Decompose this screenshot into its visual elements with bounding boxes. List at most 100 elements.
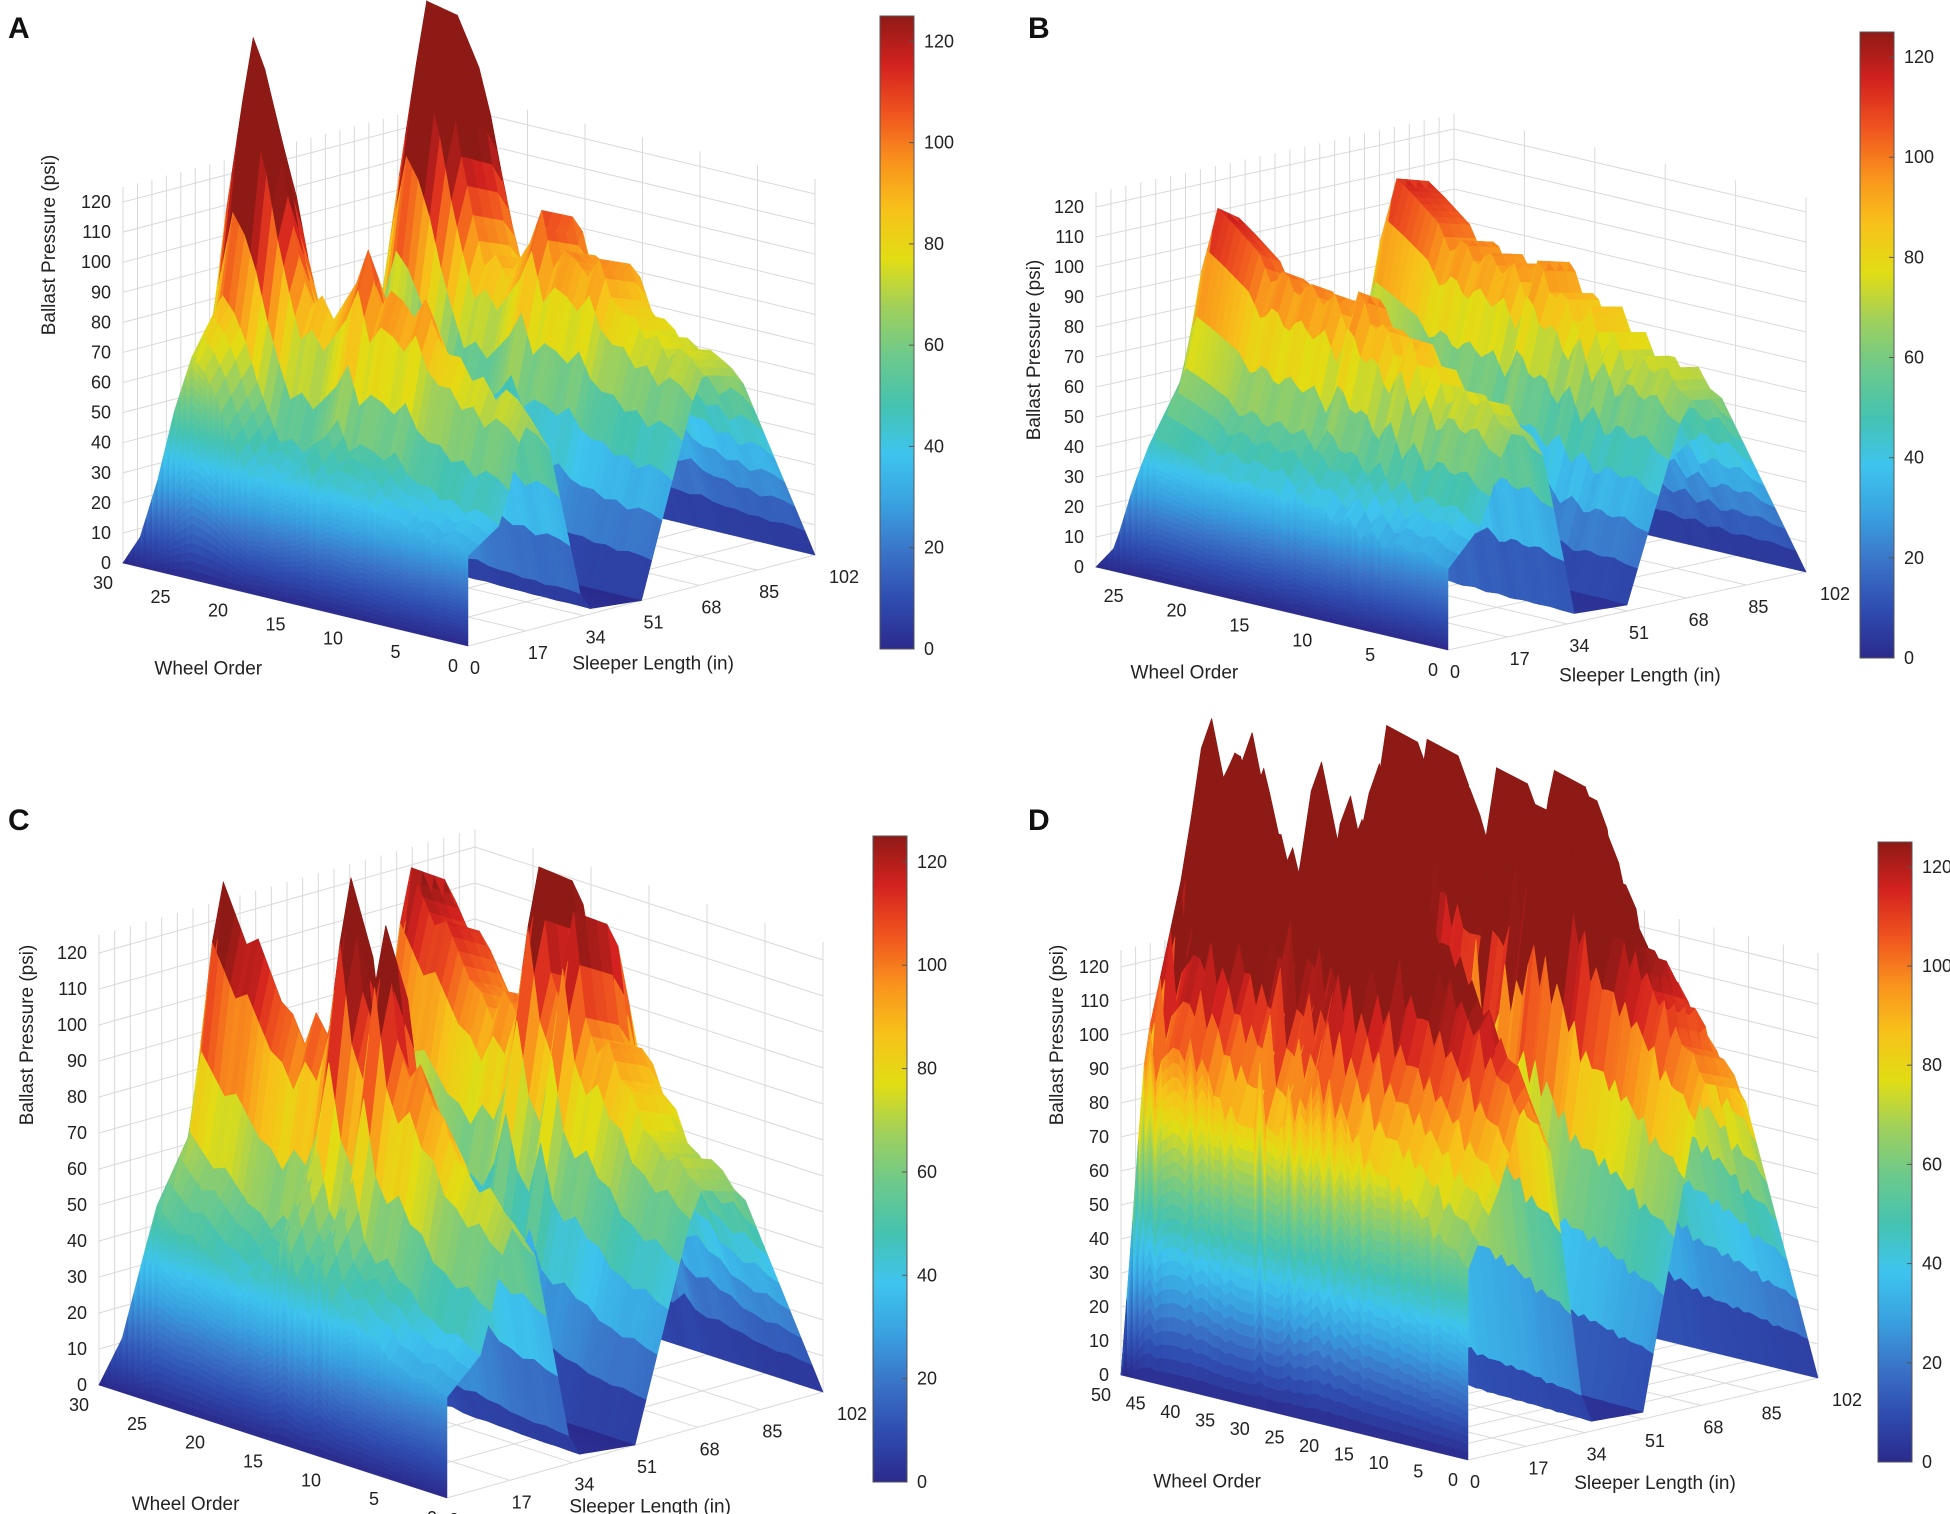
surface-patch — [433, 582, 440, 588]
surface-patch — [272, 561, 279, 567]
surface-patch — [180, 560, 187, 571]
surface-patch — [352, 577, 359, 584]
y-tick-label: 17 — [528, 643, 548, 663]
surface-patch — [358, 588, 365, 595]
surface-patch — [278, 575, 285, 582]
colorbar-gradient — [880, 16, 914, 649]
z-tick-label: 90 — [91, 282, 111, 302]
surface-patch — [255, 545, 262, 552]
surface-patch — [272, 575, 279, 582]
z-tick-label: 50 — [91, 403, 111, 423]
surface-patch — [255, 540, 262, 547]
surface-patch — [295, 577, 302, 584]
surface-patch — [289, 571, 296, 578]
surface-patch — [416, 532, 423, 538]
surface-patch — [410, 557, 417, 563]
surface-patch — [163, 567, 170, 575]
surface-patch — [416, 545, 423, 550]
surface-patch — [324, 574, 331, 581]
z-tick-label: 30 — [91, 463, 111, 483]
surface-patch — [255, 550, 262, 557]
surface-patch — [249, 550, 256, 556]
surface-patch — [439, 598, 446, 604]
surface-patch — [283, 571, 290, 578]
surface-patch — [278, 580, 285, 587]
surface-patch — [255, 565, 262, 572]
x-tick-label: 10 — [323, 628, 343, 648]
surface-patch — [283, 550, 290, 557]
y-tick-label: 102 — [829, 567, 859, 587]
surface-patch — [301, 576, 308, 584]
surface-patch — [318, 589, 325, 597]
y-tick-label: 85 — [759, 582, 779, 602]
surface-patch — [352, 562, 359, 569]
surface-patch — [278, 571, 285, 577]
surface-patch — [410, 561, 417, 567]
surface-patch — [439, 602, 446, 608]
surface-patch — [283, 566, 290, 573]
surface-patch — [255, 560, 262, 567]
surface-patch — [439, 610, 446, 616]
surface-patch — [410, 532, 417, 538]
surface-patch — [416, 561, 423, 568]
colorbar-tick-label: 60 — [924, 335, 944, 355]
surface-patch — [416, 574, 423, 580]
surface-patch — [278, 566, 285, 572]
colorbar-tick-label: 100 — [924, 133, 954, 153]
x-tick-label: 5 — [390, 642, 400, 662]
z-tick-label: 40 — [91, 433, 111, 453]
surface-patch — [352, 582, 359, 589]
surface-patch — [186, 560, 193, 571]
surface-patch — [416, 570, 423, 576]
surface-patch — [180, 552, 187, 562]
surface-patch — [416, 557, 423, 563]
surface-patch — [174, 561, 181, 570]
z-tick-label: 10 — [91, 523, 111, 543]
surface-patch — [324, 558, 331, 565]
surface-patch — [278, 551, 285, 558]
colorbar-tick-label: 120 — [924, 31, 954, 51]
surface-patch — [249, 559, 256, 566]
surface-patch — [272, 570, 279, 577]
z-axis-title: Ballast Pressure (psi) — [39, 155, 60, 336]
surface-patch — [186, 551, 193, 562]
surface-patch — [289, 550, 296, 557]
grid-line — [1453, 158, 1807, 243]
surface-patch — [289, 582, 296, 589]
surface-patch — [439, 606, 446, 612]
surface-patch — [255, 555, 262, 562]
x-tick-label: 25 — [150, 587, 170, 607]
surface-patch — [283, 545, 290, 552]
z-tick-label: 100 — [81, 252, 111, 272]
z-tick-label: 20 — [91, 493, 111, 513]
surface-patch — [255, 515, 262, 522]
surface-patch — [324, 585, 331, 592]
pressure-surface — [122, 0, 816, 610]
surface-patch — [289, 576, 296, 584]
surface-patch — [324, 590, 331, 597]
surface-patch — [289, 561, 296, 568]
x-tick-label: 30 — [93, 573, 113, 593]
surface-patch — [358, 598, 365, 606]
surface-patch — [272, 551, 279, 558]
surface-patch — [249, 526, 256, 532]
surface-patch — [301, 564, 308, 572]
surface-patch — [301, 570, 308, 578]
surface-patch — [352, 587, 359, 594]
surface-patch — [410, 573, 417, 580]
surface-patch — [352, 598, 359, 605]
surface-patch — [439, 590, 446, 596]
surface-patch — [416, 540, 423, 546]
surface-patch — [433, 586, 440, 592]
surface-patch — [272, 580, 279, 587]
colorbar-tick-label: 40 — [924, 436, 944, 456]
surface-patch — [295, 593, 302, 601]
surface-patch — [283, 576, 290, 583]
surface-patch — [318, 564, 325, 571]
surface-patch — [410, 569, 417, 576]
surface-patch — [439, 586, 446, 592]
y-tick-label: 0 — [470, 658, 480, 678]
surface-patch — [168, 561, 175, 569]
